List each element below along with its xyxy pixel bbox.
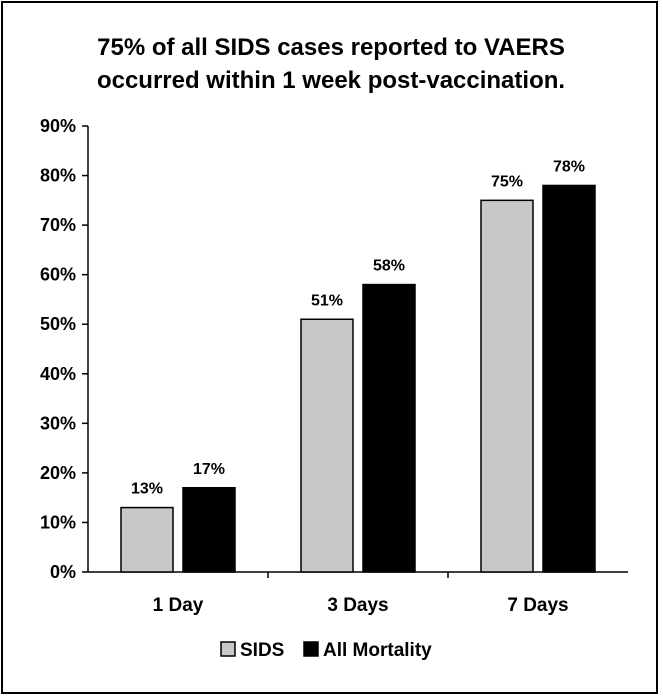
data-label: 75%	[491, 173, 523, 190]
y-tick-label: 20%	[40, 463, 76, 483]
data-label: 78%	[553, 158, 585, 175]
axes: 0% 10% 20% 30% 40% 50% 60% 70% 80% 90% 1 Day 3 Days…	[40, 116, 628, 616]
legend: SIDS All Mortality	[220, 640, 432, 661]
y-tick-label: 40%	[40, 364, 76, 384]
legend-label: SIDS	[240, 640, 284, 661]
y-tick-label: 0%	[50, 562, 76, 582]
bar-sids	[120, 506, 174, 573]
data-label: 13%	[131, 481, 163, 498]
legend-swatch	[220, 641, 236, 657]
bar-all-mortality	[542, 184, 596, 573]
bar-all-mortality	[362, 283, 416, 573]
y-tick-label: 30%	[40, 413, 76, 433]
x-category-label: 3 Days	[327, 595, 388, 616]
data-label: 58%	[373, 258, 405, 275]
y-tick-label: 70%	[40, 215, 76, 235]
data-label: 17%	[193, 461, 225, 478]
x-category-label: 7 Days	[507, 595, 568, 616]
x-category-label: 1 Day	[153, 595, 204, 616]
y-tick-label: 90%	[40, 116, 76, 136]
chart-title-line-1: 75% of all SIDS cases reported to VAERS	[97, 34, 565, 61]
bar-sids	[300, 318, 354, 573]
bar-sids	[480, 199, 534, 573]
bar-all-mortality	[182, 487, 236, 573]
y-tick-label: 10%	[40, 512, 76, 532]
legend-swatch	[303, 641, 319, 657]
y-tick-label: 60%	[40, 265, 76, 285]
chart-title-line-2: occurred within 1 week post-vaccination.	[97, 67, 565, 94]
legend-label: All Mortality	[323, 640, 432, 661]
bars: 13% 17% 51% 58% 75% 78%	[120, 158, 596, 573]
data-label: 51%	[311, 292, 343, 309]
y-tick-label: 80%	[40, 166, 76, 186]
y-tick-label: 50%	[40, 314, 76, 334]
